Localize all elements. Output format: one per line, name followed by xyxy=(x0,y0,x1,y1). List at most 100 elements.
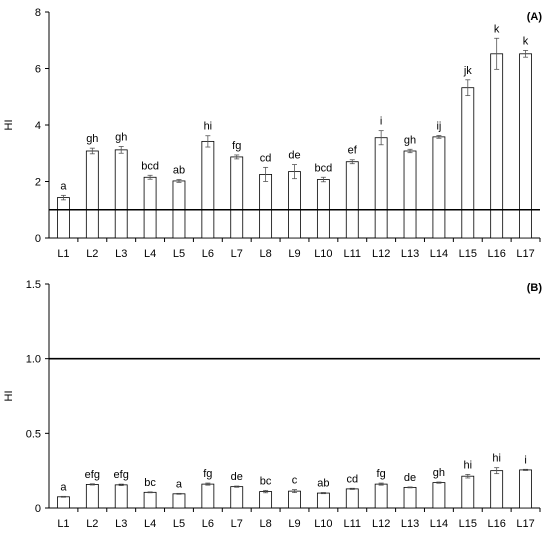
panel-b-category-label: L8 xyxy=(259,518,271,530)
panel-b-significance-label: i xyxy=(524,454,526,466)
panel-b-bar xyxy=(85,484,99,509)
panel-b-significance-label: de xyxy=(404,472,416,484)
panel-b-significance-label: de xyxy=(231,471,243,483)
panel-b-bar xyxy=(316,492,330,509)
panel-a-bar xyxy=(85,150,99,239)
panel-b-bar xyxy=(57,496,70,509)
panel-b-bar xyxy=(230,486,244,509)
panel-b-category-label: L11 xyxy=(343,518,361,530)
panel-b-category-label: L4 xyxy=(144,518,156,530)
panel-a-significance-label: bcd xyxy=(141,160,159,172)
panel-a-category-label: L6 xyxy=(202,248,214,260)
panel-b-category-label: L13 xyxy=(401,518,419,530)
panel-a-y-tick-label: 6 xyxy=(35,64,41,76)
panel-a-category-label: L13 xyxy=(401,248,419,260)
panel-a-bar xyxy=(461,87,475,239)
panel-a-category-label: L3 xyxy=(115,248,127,260)
panel-a-significance-label: gh xyxy=(115,131,127,143)
panel-a-bar xyxy=(316,179,330,239)
panel-a-bar xyxy=(403,150,417,239)
panel-b-significance-label: efg xyxy=(85,469,100,481)
panel-b-significance-label: fg xyxy=(203,468,212,480)
panel-a-y-axis-title: HI xyxy=(3,120,15,131)
panel-a-category-label: L10 xyxy=(314,248,332,260)
panel-a-bar xyxy=(259,174,273,239)
panel-b-category-label: L6 xyxy=(202,518,214,530)
panel-a-category-label: L1 xyxy=(57,248,69,260)
panel-a-bar xyxy=(288,171,301,239)
panel-a-y-tick-label: 2 xyxy=(35,177,41,189)
panel-a-category-label: L12 xyxy=(372,248,390,260)
panel-a-significance-label: k xyxy=(523,35,529,47)
panel-b-significance-label: fg xyxy=(377,468,386,480)
panel-b-panel-label: (B) xyxy=(527,282,543,294)
panel-b-bar xyxy=(432,482,446,509)
panel-a-significance-label: gh xyxy=(404,134,416,146)
panel-a-category-label: L5 xyxy=(173,248,185,260)
panel-a-category-label: L14 xyxy=(430,248,448,260)
panel-a-significance-label: cd xyxy=(260,152,272,164)
panel-a-significance-label: a xyxy=(60,180,67,192)
panel-a-significance-label: de xyxy=(288,150,300,162)
panel-b-bar xyxy=(345,488,359,509)
panel-a-category-label: L16 xyxy=(487,248,505,260)
panel-b-bar xyxy=(461,475,475,509)
panel-b-chart: 0 0.5 1.0 1.5 HI (B) a L1 efg L2 efg L3 bc L4 a L5 fg L6 d… xyxy=(3,279,542,530)
panel-a-bar xyxy=(432,136,446,239)
panel-b-significance-label: efg xyxy=(114,469,129,481)
panel-b-significance-label: gh xyxy=(433,467,445,479)
panel-b-category-label: L9 xyxy=(288,518,300,530)
panel-a-bar xyxy=(143,176,157,239)
panel-a-bar xyxy=(345,161,359,239)
panel-b-significance-label: hi xyxy=(492,453,501,465)
panel-b-significance-label: hi xyxy=(464,459,473,471)
panel-b-y-axis-title: HI xyxy=(3,391,15,402)
panel-a-y-tick-label: 0 xyxy=(35,233,41,245)
panel-b-category-label: L16 xyxy=(487,518,505,530)
panel-a-category-label: L8 xyxy=(259,248,271,260)
panel-b-category-label: L7 xyxy=(231,518,243,530)
panel-b-category-label: L1 xyxy=(57,518,69,530)
panel-a-significance-label: k xyxy=(494,23,500,35)
panel-a-significance-label: ij xyxy=(436,120,441,132)
panel-a-panel-label: (A) xyxy=(527,11,543,23)
panel-b-bar xyxy=(172,493,186,509)
panel-a-bar xyxy=(230,156,244,239)
panel-b-category-label: L12 xyxy=(372,518,390,530)
panel-a-category-label: L7 xyxy=(231,248,243,260)
panel-a-y-tick-label: 8 xyxy=(35,7,41,19)
panel-a-significance-label: gh xyxy=(86,133,98,145)
panel-b-category-label: L2 xyxy=(86,518,98,530)
panel-a-significance-label: bcd xyxy=(315,162,333,174)
panel-b-category-label: L17 xyxy=(516,518,534,530)
panel-b-category-label: L14 xyxy=(430,518,448,530)
panel-b-category-label: L15 xyxy=(459,518,477,530)
panel-b-y-tick-label: 1.0 xyxy=(26,354,41,366)
panel-a-bar xyxy=(57,197,70,239)
panel-b-bar xyxy=(519,469,532,509)
panel-b-significance-label: cd xyxy=(346,473,358,485)
panel-a-bar xyxy=(374,137,388,239)
panel-b-bar xyxy=(374,483,388,509)
panel-a-significance-label: fg xyxy=(232,140,241,152)
panel-b-bar xyxy=(259,491,273,509)
panel-b-bar xyxy=(143,491,157,509)
panel-b-significance-label: ab xyxy=(317,477,329,489)
panel-b-y-tick-label: 0.5 xyxy=(26,428,41,440)
panel-b-significance-label: bc xyxy=(260,475,272,487)
panel-b-y-tick-label: 0 xyxy=(35,503,41,515)
panel-b-bar xyxy=(114,484,128,509)
panel-a-category-label: L11 xyxy=(343,248,361,260)
panel-a-significance-label: hi xyxy=(204,121,213,133)
panel-b-y-tick-label: 1.5 xyxy=(26,279,41,291)
panel-b-category-label: L10 xyxy=(314,518,332,530)
panel-b-significance-label: a xyxy=(176,478,183,490)
panel-b-bar xyxy=(288,490,301,509)
panel-a-category-label: L4 xyxy=(144,248,156,260)
panel-b-category-label: L3 xyxy=(115,518,127,530)
panel-a-significance-label: jk xyxy=(463,65,472,77)
panel-a-bar xyxy=(114,149,128,239)
panel-a-significance-label: ef xyxy=(348,145,358,157)
panel-b-significance-label: bc xyxy=(144,477,156,489)
panel-a-chart: 0 2 4 6 8 HI (A) a L1 gh L2 gh L3 bcd L4 ab L5 hi L6 fg L7 cd… xyxy=(3,7,542,260)
